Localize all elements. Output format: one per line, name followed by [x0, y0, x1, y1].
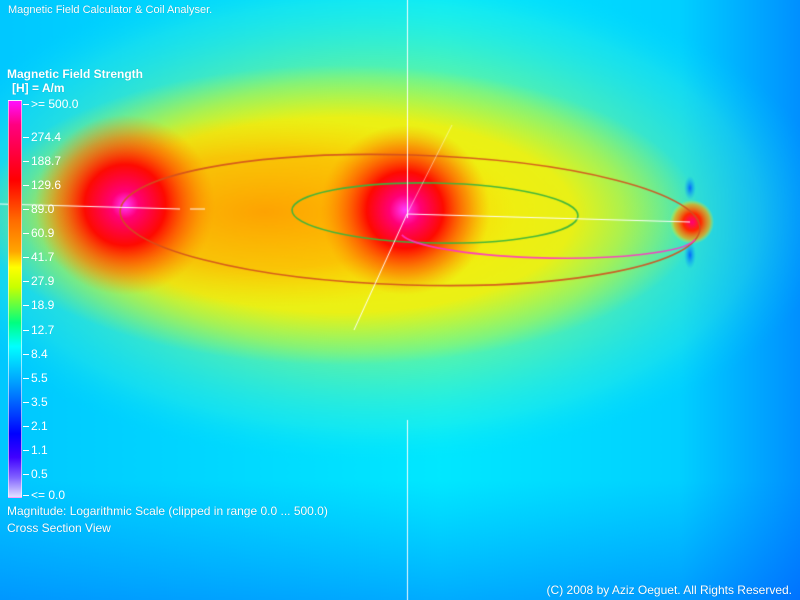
app-title: Magnetic Field Calculator & Coil Analyse… — [8, 4, 213, 16]
legend-tick-label: 1.1 — [31, 443, 48, 457]
copyright-notice: (C) 2008 by Aziz Oeguet. All Rights Rese… — [546, 583, 792, 597]
legend-tick — [23, 495, 29, 496]
legend-title: Magnetic Field Strength — [7, 67, 144, 81]
legend-tick — [23, 104, 29, 105]
magnitude-scale-note: Magnitude: Logarithmic Scale (clipped in… — [7, 504, 328, 518]
legend-tick — [23, 281, 29, 282]
legend-tick-label: >= 500.0 — [31, 97, 79, 111]
legend-tick-label: 89.0 — [31, 202, 55, 216]
legend-tick — [23, 402, 29, 403]
legend-tick-label: 2.1 — [31, 419, 48, 433]
legend-unit: [H] = A/m — [12, 81, 65, 95]
legend-tick-label: 3.5 — [31, 395, 48, 409]
legend-tick-label: <= 0.0 — [31, 488, 66, 502]
legend-tick — [23, 450, 29, 451]
legend-tick — [23, 137, 29, 138]
legend-tick — [23, 330, 29, 331]
legend-tick-label: 41.7 — [31, 250, 55, 264]
legend-tick-label: 0.5 — [31, 467, 48, 481]
legend-tick — [23, 161, 29, 162]
legend-tick — [23, 474, 29, 475]
legend-tick-label: 60.9 — [31, 226, 55, 240]
legend-tick-label: 188.7 — [31, 154, 62, 168]
legend-tick — [23, 185, 29, 186]
legend-tick — [23, 257, 29, 258]
legend-tick — [23, 209, 29, 210]
color-scale-bar — [8, 100, 22, 498]
view-mode-label: Cross Section View — [7, 521, 111, 535]
legend-tick — [23, 378, 29, 379]
legend-tick-label: 18.9 — [31, 298, 55, 312]
legend-tick — [23, 305, 29, 306]
legend-tick-label: 5.5 — [31, 371, 48, 385]
legend-tick-label: 274.4 — [31, 130, 62, 144]
legend-tick-label: 27.9 — [31, 274, 55, 288]
legend-tick — [23, 426, 29, 427]
legend-tick — [23, 233, 29, 234]
legend-tick-label: 129.6 — [31, 178, 62, 192]
legend-tick — [23, 354, 29, 355]
legend-tick-label: 8.4 — [31, 347, 48, 361]
legend-tick-label: 12.7 — [31, 323, 55, 337]
